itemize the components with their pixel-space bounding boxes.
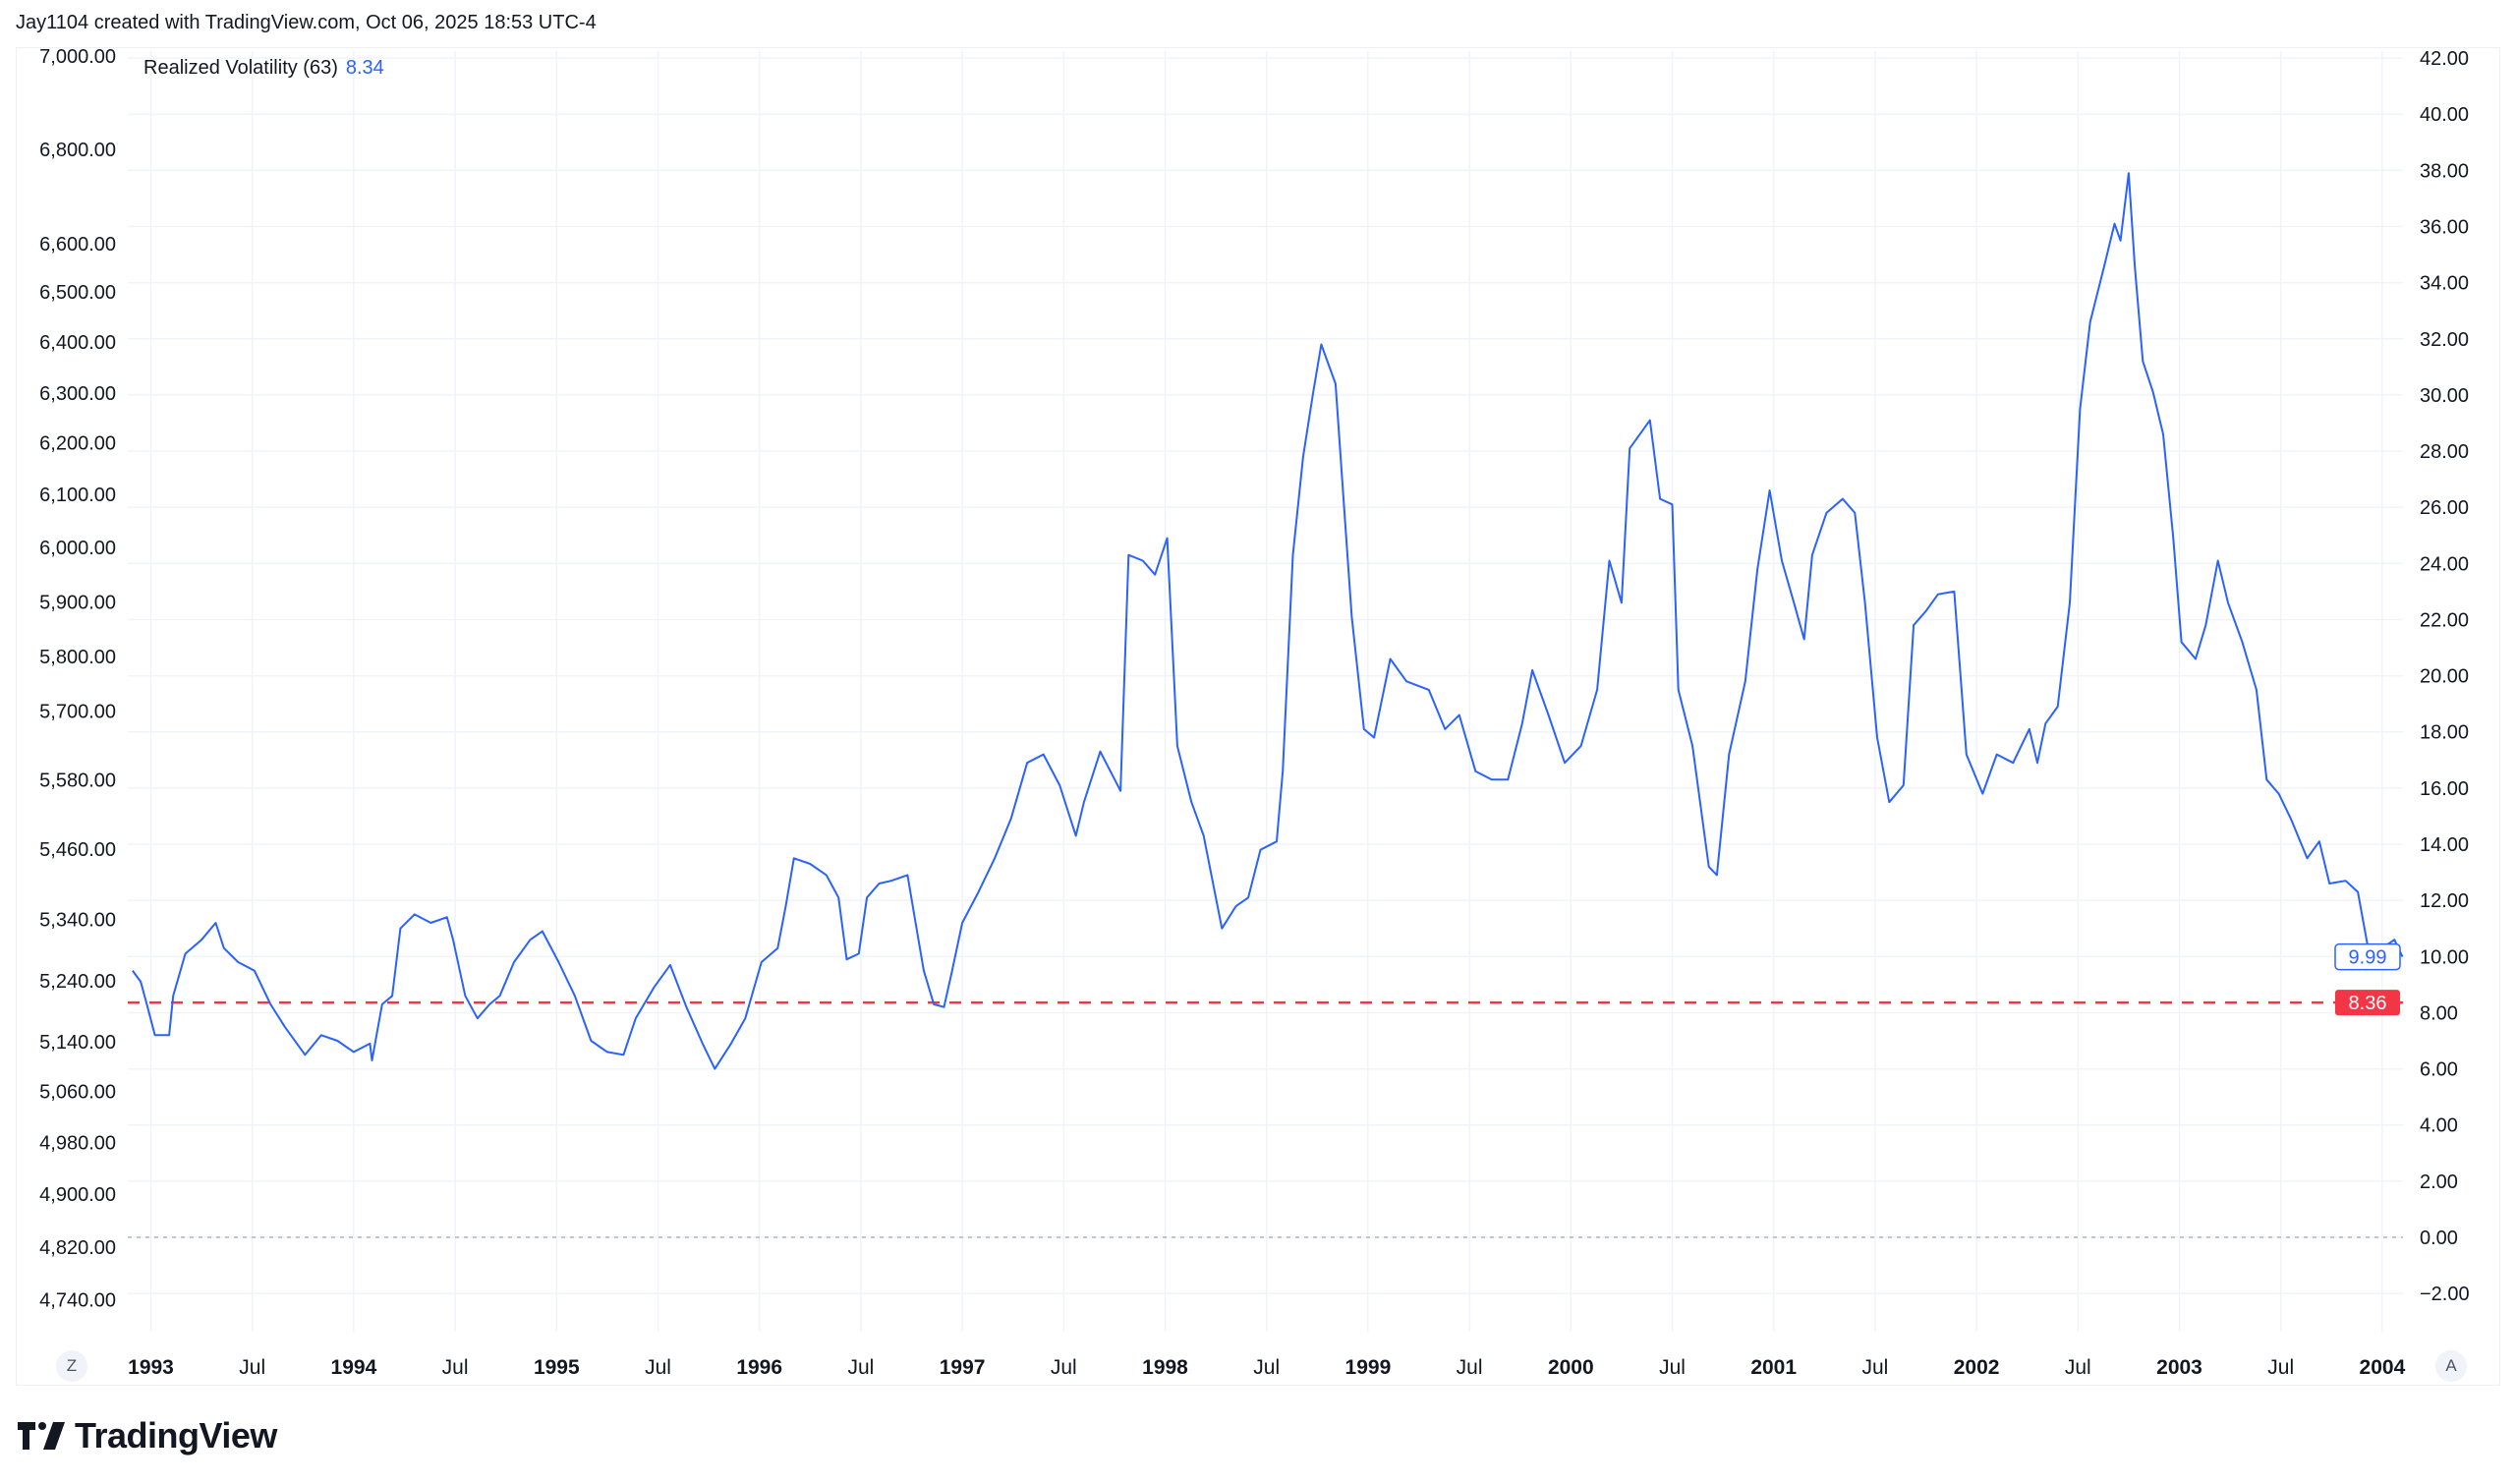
left-axis-tick-label: 5,140.00 [39, 1032, 116, 1054]
time-axis-tick-label: 1993 [128, 1356, 174, 1379]
right-axis-tick-label: 10.00 [2420, 946, 2469, 968]
right-axis-tick-label: 2.00 [2420, 1171, 2458, 1193]
left-axis-tick-label: 6,300.00 [39, 383, 116, 405]
left-axis-tick-label: 4,980.00 [39, 1133, 116, 1155]
left-axis-tick-label: 6,100.00 [39, 485, 116, 506]
left-axis-tick-label: 6,800.00 [39, 140, 116, 161]
right-axis-tick-label: 28.00 [2420, 441, 2469, 463]
time-axis-tick-label: 2003 [2156, 1356, 2202, 1379]
left-axis-tick-label: 5,580.00 [39, 771, 116, 792]
left-axis-tick-label: 5,460.00 [39, 839, 116, 861]
left-axis-tick-label: 5,800.00 [39, 647, 116, 668]
time-axis: 1993 Jul 1994 Jul 1995 Jul 1996 Jul 1997 Jul 1998 J… [128, 1356, 2405, 1379]
right-axis-tick-label: 20.00 [2420, 666, 2469, 688]
right-axis-tick-label: 24.00 [2420, 553, 2469, 575]
time-axis-tick-label: Jul [1861, 1356, 1888, 1379]
left-axis-tick-label: 4,740.00 [39, 1290, 116, 1312]
left-axis-tick-label: 4,900.00 [39, 1184, 116, 1206]
volatility-series-line [132, 172, 2404, 1070]
time-axis-tick-label: 1999 [1345, 1356, 1392, 1379]
left-price-axis: 7,000.00 6,800.00 6,600.00 6,500.00 6,400.00… [39, 46, 116, 1312]
time-axis-tick-label: Jul [1457, 1356, 1483, 1379]
time-axis-tick-label: Jul [1659, 1356, 1686, 1379]
right-axis-tick-label: −2.00 [2420, 1284, 2470, 1305]
right-axis-tick-label: 12.00 [2420, 890, 2469, 912]
legend-name: Realized Volatility (63) [143, 57, 338, 79]
time-axis-tick-label: 2000 [1548, 1356, 1594, 1379]
time-axis-tick-label: 1998 [1142, 1356, 1188, 1379]
time-axis-tick-label: 1995 [534, 1356, 580, 1379]
indicator-legend[interactable]: Realized Volatility (63) 8.34 [143, 57, 384, 80]
right-axis-tick-label: 32.00 [2420, 329, 2469, 351]
right-axis-tick-label: 6.00 [2420, 1059, 2458, 1081]
time-axis-tick-label: Jul [239, 1356, 265, 1379]
left-axis-tick-label: 6,200.00 [39, 433, 116, 455]
left-axis-tick-label: 5,700.00 [39, 701, 116, 722]
time-axis-tick-label: 1994 [331, 1356, 377, 1379]
auto-scale-button[interactable]: A [2435, 1350, 2467, 1382]
right-axis-tick-label: 8.00 [2420, 1002, 2458, 1024]
tradingview-logo[interactable]: TradingView [18, 1415, 277, 1456]
left-axis-tick-label: 6,600.00 [39, 234, 116, 256]
right-axis-tick-label: 4.00 [2420, 1115, 2458, 1137]
time-axis-tick-label: Jul [2267, 1356, 2294, 1379]
time-axis-tick-label: 2002 [1954, 1356, 2000, 1379]
time-axis-tick-label: Jul [1253, 1356, 1280, 1379]
right-axis-tick-label: 26.00 [2420, 497, 2469, 519]
time-axis-tick-label: Jul [442, 1356, 469, 1379]
right-axis-tick-label: 16.00 [2420, 778, 2469, 800]
time-axis-tick-label: Jul [1051, 1356, 1077, 1379]
left-axis-tick-label: 6,000.00 [39, 538, 116, 559]
left-axis-tick-label: 5,340.00 [39, 910, 116, 932]
time-axis-tick-label: 2001 [1750, 1356, 1797, 1379]
reference-value-badge-text: 8.36 [2349, 993, 2387, 1014]
gridlines [128, 51, 2403, 1332]
last-value-badge-text: 9.99 [2349, 947, 2387, 969]
left-axis-tick-label: 4,820.00 [39, 1237, 116, 1259]
right-axis-tick-label: 38.00 [2420, 160, 2469, 182]
time-axis-tick-label: 2004 [2360, 1356, 2406, 1379]
right-axis-tick-label: 30.00 [2420, 385, 2469, 407]
time-axis-tick-label: 1997 [940, 1356, 986, 1379]
left-axis-tick-label: 5,240.00 [39, 971, 116, 993]
zoom-reset-button[interactable]: Z [56, 1350, 87, 1382]
reference-value-badge [2335, 990, 2400, 1016]
right-axis-tick-label: 36.00 [2420, 216, 2469, 238]
left-axis-tick-label: 5,060.00 [39, 1081, 116, 1103]
left-axis-tick-label: 6,500.00 [39, 282, 116, 304]
legend-value: 8.34 [345, 57, 384, 79]
time-axis-tick-label: Jul [847, 1356, 874, 1379]
last-value-badge [2334, 942, 2401, 971]
left-axis-tick-label: 6,400.00 [39, 332, 116, 354]
price-badges: 9.99 8.36 [2334, 942, 2401, 1016]
right-axis-tick-label: 42.00 [2420, 48, 2469, 70]
time-axis-tick-label: 1996 [736, 1356, 782, 1379]
tradingview-logo-text: TradingView [75, 1415, 277, 1455]
tradingview-logo-icon [18, 1422, 65, 1450]
right-axis-tick-label: 34.00 [2420, 273, 2469, 295]
right-axis-tick-label: 0.00 [2420, 1227, 2458, 1249]
time-axis-tick-label: Jul [2065, 1356, 2091, 1379]
right-axis-tick-label: 18.00 [2420, 722, 2469, 744]
right-axis-tick-label: 40.00 [2420, 104, 2469, 126]
right-value-axis: 42.00 40.00 38.00 36.00 34.00 32.00 30.00 28.00… [2420, 48, 2470, 1305]
time-axis-tick-label: Jul [645, 1356, 671, 1379]
right-axis-tick-label: 14.00 [2420, 834, 2469, 856]
chart-frame [16, 47, 2500, 1386]
left-axis-tick-label: 7,000.00 [39, 46, 116, 68]
right-axis-tick-label: 22.00 [2420, 609, 2469, 631]
chart-attribution: Jay1104 created with TradingView.com, Oc… [16, 12, 597, 33]
left-axis-tick-label: 5,900.00 [39, 592, 116, 613]
